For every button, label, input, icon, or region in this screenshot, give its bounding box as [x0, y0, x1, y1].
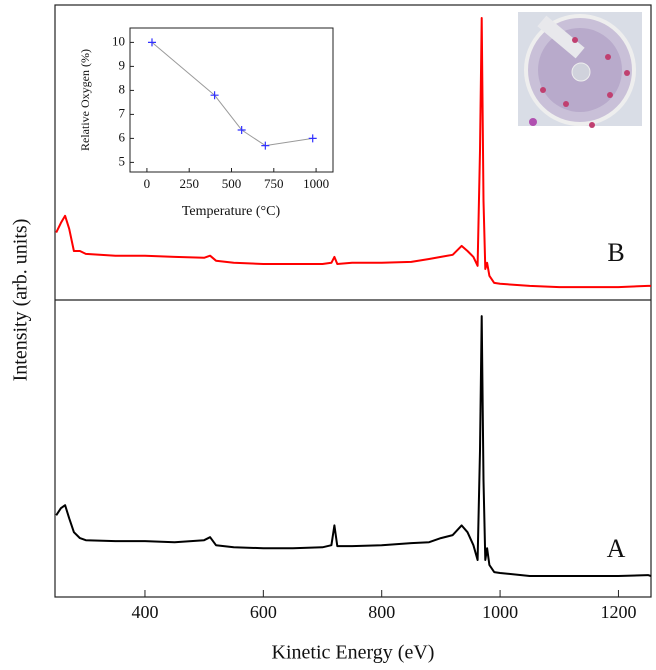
- inset-marker: [147, 38, 156, 47]
- inset-x-tick-label: 250: [179, 176, 199, 191]
- photo-dot: [624, 70, 630, 76]
- inset-y-label: Relative Oxygen (%): [78, 49, 92, 151]
- inset-y-tick-label: 6: [119, 129, 126, 144]
- x-tick-label: 1200: [600, 602, 636, 622]
- inset-photo: [518, 12, 642, 128]
- x-axis-label: Kinetic Energy (eV): [272, 642, 435, 664]
- spectrum-line: [55, 17, 651, 289]
- inset-x-label: Temperature (°C): [182, 204, 281, 219]
- panel-label: B: [607, 238, 624, 267]
- x-tick-label: 600: [250, 602, 277, 622]
- photo-dot: [589, 122, 595, 128]
- x-tick-label: 800: [368, 602, 395, 622]
- x-tick-label: 400: [131, 602, 158, 622]
- inset-y-tick-label: 10: [112, 33, 125, 48]
- inset-y-tick-label: 5: [119, 153, 126, 168]
- photo-clip: [537, 15, 585, 59]
- inset-y-tick-label: 7: [119, 105, 126, 120]
- inset-marker: [237, 126, 246, 134]
- photo-dot: [540, 87, 546, 93]
- inset-x-tick-label: 1000: [303, 176, 329, 191]
- photo-dot: [572, 37, 578, 43]
- y-axis-label: Intensity (arb. units): [10, 219, 32, 382]
- inset-x-tick-label: 500: [222, 176, 242, 191]
- inset-marker: [261, 141, 270, 150]
- photo-dot: [563, 101, 569, 107]
- inset-y-tick-label: 9: [119, 57, 126, 72]
- photo-dot: [607, 92, 613, 98]
- inset-marker: [210, 91, 219, 100]
- inset-y-tick-label: 8: [119, 81, 126, 96]
- inset-x-tick-label: 750: [264, 176, 284, 191]
- panel-label: A: [607, 534, 626, 563]
- photo-dot: [605, 54, 611, 60]
- photo-center: [571, 62, 591, 82]
- photo-dot: [529, 118, 537, 126]
- spectrum-line: [55, 315, 652, 577]
- inset-marker: [308, 134, 317, 143]
- plot-frame: [54, 4, 652, 598]
- x-tick-label: 1000: [482, 602, 518, 622]
- inset-x-tick-label: 0: [144, 176, 151, 191]
